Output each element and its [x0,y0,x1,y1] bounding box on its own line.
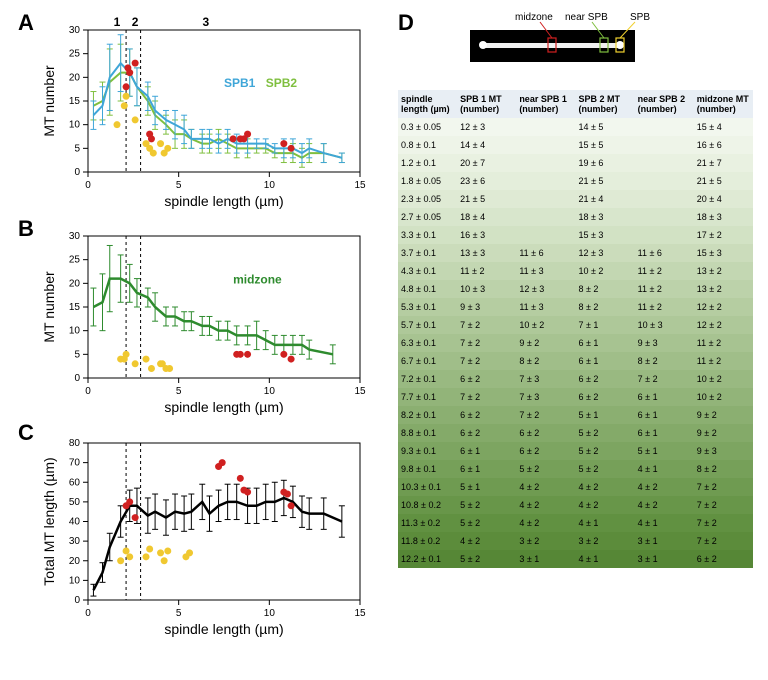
svg-text:10: 10 [264,386,276,397]
svg-text:0: 0 [74,373,80,384]
svg-text:60: 60 [69,477,81,488]
chart-b: 0 5 10 15 0 5 10 15 20 25 30 spindle length (µm) MT … [40,218,370,418]
svg-text:0: 0 [85,608,91,619]
svg-text:5: 5 [74,143,80,154]
svg-text:0: 0 [74,595,80,606]
svg-text:15: 15 [354,386,366,397]
svg-text:MT number: MT number [41,65,57,137]
svg-text:10: 10 [264,180,276,191]
svg-text:1: 1 [114,15,121,29]
svg-text:30: 30 [69,231,81,242]
svg-text:0: 0 [85,386,91,397]
table-row: 9.8 ± 0.16 ± 15 ± 25 ± 24 ± 18 ± 2 [398,460,753,478]
svg-text:SPB1: SPB1 [224,76,256,90]
svg-text:15: 15 [69,302,81,313]
table-row: 3.3 ± 0.116 ± 315 ± 317 ± 2 [398,226,753,244]
table-row: 6.7 ± 0.17 ± 28 ± 26 ± 18 ± 211 ± 2 [398,352,753,370]
chart-a: 0 5 10 15 0 5 10 15 20 25 30 spindle length (µm) MT … [40,12,370,212]
table-row: 1.2 ± 0.120 ± 719 ± 621 ± 7 [398,154,753,172]
table-row: 11.3 ± 0.25 ± 24 ± 24 ± 14 ± 17 ± 2 [398,514,753,532]
svg-text:midzone: midzone [233,272,282,286]
svg-text:spindle length (µm): spindle length (µm) [164,621,283,637]
table-row: 5.7 ± 0.17 ± 210 ± 27 ± 110 ± 312 ± 2 [398,316,753,334]
svg-text:25: 25 [69,49,81,60]
svg-text:20: 20 [69,72,81,83]
img-label-midzone: midzone [515,12,553,23]
table-row: 1.8 ± 0.0523 ± 621 ± 521 ± 5 [398,172,753,190]
svg-text:80: 80 [69,438,81,449]
col-header: near SPB 1 (number) [516,90,575,118]
table-row: 0.3 ± 0.0512 ± 314 ± 515 ± 4 [398,118,753,136]
svg-text:15: 15 [354,608,366,619]
chart-c: 0 5 10 15 0 10 20 30 40 50 60 70 80 spindle length (µ… [40,425,370,640]
table-row: 0.8 ± 0.114 ± 415 ± 516 ± 6 [398,136,753,154]
svg-text:SPB2: SPB2 [266,76,298,90]
table-row: 10.8 ± 0.25 ± 24 ± 24 ± 24 ± 27 ± 2 [398,496,753,514]
table-row: 10.3 ± 0.15 ± 14 ± 24 ± 24 ± 27 ± 2 [398,478,753,496]
panel-c-label: C [18,420,34,446]
svg-text:Total MT length (µm): Total MT length (µm) [41,457,57,585]
svg-text:spindle length (µm): spindle length (µm) [164,193,283,209]
img-label-near: near SPB [565,12,608,23]
table-row: 8.8 ± 0.16 ± 26 ± 25 ± 26 ± 19 ± 2 [398,424,753,442]
svg-text:MT number: MT number [41,271,57,343]
panel-d-table: spindle length (µm)SPB 1 MT (number)near… [398,90,753,568]
svg-text:0: 0 [74,167,80,178]
table-row: 7.7 ± 0.17 ± 27 ± 36 ± 26 ± 110 ± 2 [398,388,753,406]
table-row: 5.3 ± 0.19 ± 311 ± 38 ± 211 ± 212 ± 2 [398,298,753,316]
svg-text:70: 70 [69,458,81,469]
svg-text:0: 0 [85,180,91,191]
col-header: SPB 1 MT (number) [457,90,516,118]
col-header: spindle length (µm) [398,90,457,118]
table-row: 4.8 ± 0.110 ± 312 ± 38 ± 211 ± 213 ± 2 [398,280,753,298]
svg-text:20: 20 [69,556,81,567]
table-row: 8.2 ± 0.16 ± 27 ± 25 ± 16 ± 19 ± 2 [398,406,753,424]
panel-d-label: D [398,10,414,36]
table-row: 12.2 ± 0.15 ± 23 ± 14 ± 13 ± 16 ± 2 [398,550,753,568]
svg-text:spindle length (µm): spindle length (µm) [164,399,283,415]
svg-text:40: 40 [69,517,81,528]
svg-text:30: 30 [69,25,81,36]
panel-d-micrograph: midzone near SPB SPB [440,8,660,68]
svg-text:3: 3 [203,15,210,29]
svg-text:15: 15 [354,180,366,191]
col-header: midzone MT (number) [694,90,753,118]
table-row: 4.3 ± 0.111 ± 211 ± 310 ± 211 ± 213 ± 2 [398,262,753,280]
svg-text:10: 10 [69,326,81,337]
svg-text:15: 15 [69,96,81,107]
table-row: 11.8 ± 0.24 ± 23 ± 23 ± 23 ± 17 ± 2 [398,532,753,550]
panel-b-label: B [18,216,34,242]
table-row: 9.3 ± 0.16 ± 16 ± 25 ± 25 ± 19 ± 3 [398,442,753,460]
svg-text:5: 5 [74,349,80,360]
svg-text:10: 10 [264,608,276,619]
table-row: 2.7 ± 0.0518 ± 418 ± 318 ± 3 [398,208,753,226]
svg-text:5: 5 [176,608,182,619]
svg-text:30: 30 [69,536,81,547]
col-header: near SPB 2 (number) [635,90,694,118]
svg-text:25: 25 [69,255,81,266]
table-row: 7.2 ± 0.16 ± 27 ± 36 ± 27 ± 210 ± 2 [398,370,753,388]
svg-text:50: 50 [69,497,81,508]
svg-text:5: 5 [176,386,182,397]
panel-a-label: A [18,10,34,36]
col-header: SPB 2 MT (number) [575,90,634,118]
svg-text:5: 5 [176,180,182,191]
svg-text:20: 20 [69,278,81,289]
svg-text:10: 10 [69,120,81,131]
svg-text:2: 2 [132,15,139,29]
table-row: 6.3 ± 0.17 ± 29 ± 26 ± 19 ± 311 ± 2 [398,334,753,352]
table-row: 3.7 ± 0.113 ± 311 ± 612 ± 311 ± 615 ± 3 [398,244,753,262]
svg-text:10: 10 [69,575,81,586]
img-label-spb: SPB [630,12,650,23]
table-row: 2.3 ± 0.0521 ± 521 ± 420 ± 4 [398,190,753,208]
